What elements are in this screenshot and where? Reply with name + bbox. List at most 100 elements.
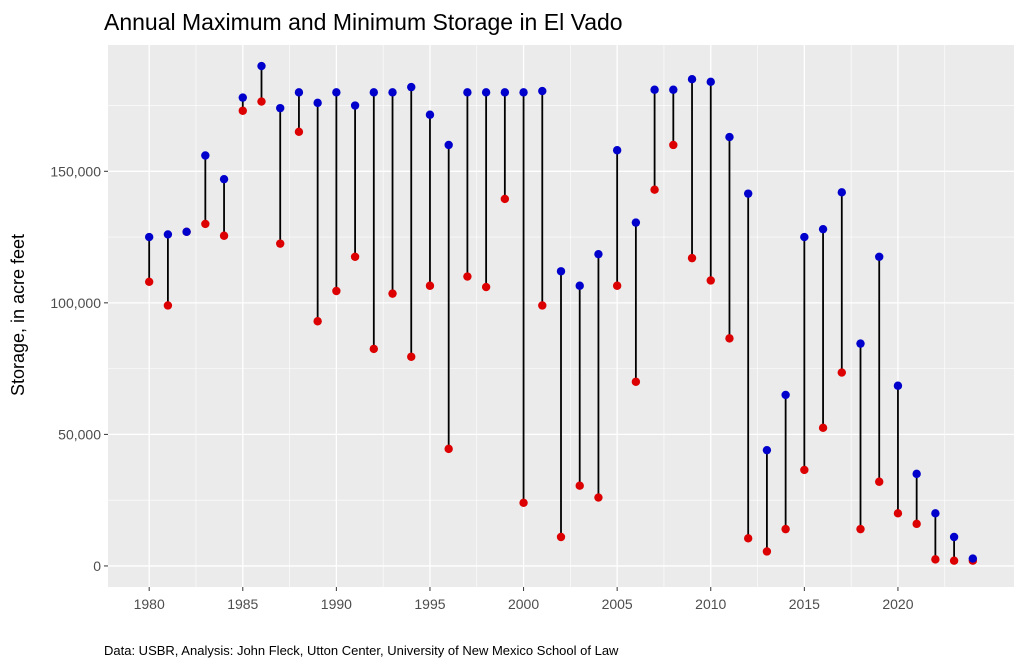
min-point: [369, 344, 379, 354]
x-tick-label: 1990: [321, 596, 352, 612]
max-point: [781, 390, 790, 400]
min-point: [556, 532, 566, 542]
max-point: [144, 232, 154, 242]
min-point: [463, 272, 472, 281]
min-point: [500, 194, 510, 204]
max-point: [294, 88, 304, 97]
max-point: [201, 151, 210, 160]
min-point: [201, 219, 210, 229]
max-point: [219, 174, 229, 184]
min-point: [481, 282, 491, 292]
min-point: [144, 277, 154, 286]
min-point: [631, 377, 641, 386]
max-point: [276, 103, 285, 113]
segments: [148, 66, 974, 561]
min-point: [163, 301, 173, 310]
x-tick-label: 1980: [134, 596, 165, 612]
y-tick-label: 50,000: [58, 426, 101, 442]
max-point: [163, 230, 173, 239]
x-tick-label: 2005: [602, 596, 633, 612]
min-point: [407, 352, 416, 361]
max-point: [837, 188, 846, 197]
max-point: [369, 88, 379, 97]
max-point: [931, 509, 940, 518]
max-point: [257, 61, 266, 71]
min-point: [949, 556, 959, 565]
min-point: [706, 276, 715, 285]
max-point: [912, 469, 921, 479]
min-point: [893, 509, 903, 518]
min-point: [800, 465, 809, 475]
min-point: [519, 498, 528, 508]
max-point: [949, 532, 959, 542]
min-point: [931, 555, 940, 564]
y-tick-label: 0: [93, 558, 101, 574]
min-point: [743, 534, 753, 543]
max-point: [650, 85, 659, 94]
max-point: [538, 86, 547, 96]
max-point: [856, 339, 865, 348]
min-point: [276, 239, 285, 248]
max-point: [444, 140, 453, 150]
min-point: [313, 317, 322, 326]
min-point: [875, 477, 884, 486]
max-point: [875, 252, 884, 262]
points-min: [144, 97, 978, 565]
max-point: [407, 82, 416, 92]
max-point: [575, 281, 584, 290]
min-point: [725, 334, 734, 343]
min-point: [612, 281, 622, 290]
max-point: [556, 267, 566, 276]
min-point: [538, 301, 547, 310]
max-point: [800, 232, 809, 242]
min-point: [856, 524, 865, 534]
max-point: [463, 88, 472, 97]
max-point: [238, 93, 247, 102]
min-point: [388, 289, 397, 298]
min-point: [650, 185, 659, 194]
max-point: [481, 88, 491, 97]
max-point: [762, 445, 772, 455]
min-point: [912, 519, 921, 529]
max-point: [725, 132, 734, 142]
max-point: [669, 85, 678, 94]
x-tick-label: 2020: [882, 596, 913, 612]
min-point: [444, 444, 453, 454]
max-point: [388, 88, 397, 97]
min-point: [781, 524, 790, 534]
min-point: [762, 547, 772, 556]
min-point: [238, 106, 247, 115]
min-point: [332, 286, 341, 296]
max-point: [594, 249, 603, 259]
y-tick-label: 100,000: [50, 295, 101, 311]
x-tick-label: 2000: [508, 596, 539, 612]
max-point: [500, 88, 510, 97]
min-point: [687, 253, 697, 263]
min-point: [837, 368, 846, 377]
points-max: [144, 61, 978, 563]
min-point: [425, 281, 435, 290]
max-point: [706, 77, 715, 87]
max-point: [893, 381, 903, 390]
min-point: [350, 252, 360, 262]
max-point: [818, 224, 828, 234]
x-tick-label: 1985: [227, 596, 258, 612]
x-tick-label: 2010: [695, 596, 726, 612]
max-point: [519, 88, 528, 97]
min-point: [219, 231, 229, 240]
min-point: [575, 481, 584, 490]
min-point: [818, 423, 828, 433]
x-axis: 1980 1985 1990 1995 2000 2005 2010 2015 2020: [134, 587, 914, 612]
y-axis-title: Storage, in acre feet: [8, 234, 28, 396]
max-point: [687, 75, 697, 84]
x-tick-label: 1995: [414, 596, 445, 612]
max-point: [350, 101, 360, 110]
max-point: [968, 554, 978, 563]
caption: Data: USBR, Analysis: John Fleck, Utton …: [104, 643, 619, 658]
max-point: [612, 146, 622, 155]
y-tick-label: 150,000: [50, 163, 101, 179]
chart-title: Annual Maximum and Minimum Storage in El…: [104, 9, 623, 35]
min-point: [294, 127, 304, 137]
max-point: [631, 218, 641, 227]
